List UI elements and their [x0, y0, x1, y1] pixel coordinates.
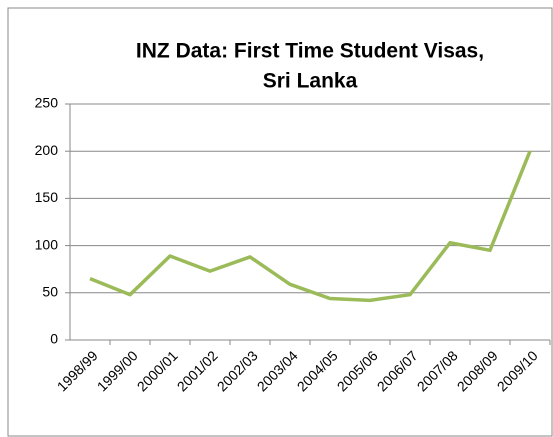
y-tick-label: 150 — [35, 189, 59, 205]
data-line — [89, 150, 532, 303]
chart-title: Sri Lanka — [263, 70, 358, 93]
y-tick-label: 50 — [42, 284, 58, 300]
y-tick-label: 250 — [35, 95, 59, 111]
y-tick-label: 0 — [50, 331, 58, 347]
chart-frame — [7, 7, 553, 437]
y-tick-label: 100 — [35, 236, 59, 252]
chart-title: INZ Data: First Time Student Visas, — [136, 40, 484, 63]
y-tick-label: 200 — [35, 142, 59, 158]
